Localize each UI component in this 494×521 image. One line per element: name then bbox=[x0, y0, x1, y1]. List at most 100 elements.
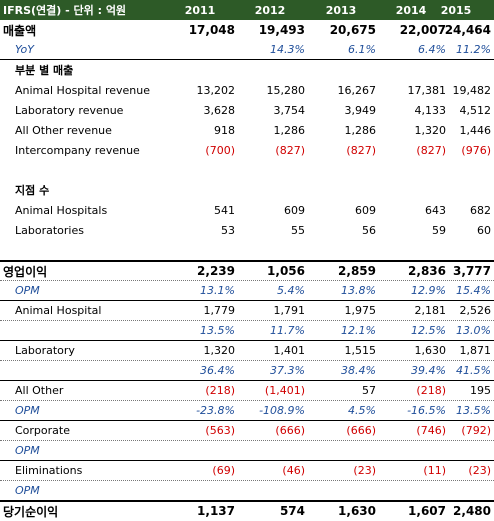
cell-value: 1,607 bbox=[408, 504, 446, 518]
cell-value: (792) bbox=[461, 424, 491, 437]
cell-value: (46) bbox=[282, 464, 305, 477]
cell-value: 19,482 bbox=[452, 83, 492, 97]
cell-value: 16,267 bbox=[337, 83, 377, 97]
net-income-row: 당기순이익 1,137 574 1,630 1,607 2,480 bbox=[0, 500, 494, 520]
section-heading: 부분 별 매출 bbox=[15, 64, 74, 77]
cell-value: 57 bbox=[362, 384, 376, 397]
table-row: Eliminations (69) (46) (23) (11) (23) bbox=[0, 460, 494, 480]
yoy-value: 6.1% bbox=[348, 43, 376, 56]
table-row: Corporate (563) (666) (666) (746) (792) bbox=[0, 420, 494, 440]
cell-value: (827) bbox=[416, 143, 446, 157]
cell-value: 15,280 bbox=[266, 83, 306, 97]
cell-value: (827) bbox=[346, 143, 376, 157]
cell-value: 1,975 bbox=[344, 304, 377, 317]
cell-value: 41.5% bbox=[456, 364, 491, 377]
year-header: 2011 bbox=[184, 3, 216, 17]
cell-value: 1,871 bbox=[459, 344, 492, 357]
cell-value: 2,836 bbox=[408, 264, 446, 278]
row-label: Intercompany revenue bbox=[15, 143, 140, 157]
spacer bbox=[0, 160, 494, 180]
opm-row: OPM -23.8% -108.9% 4.5% -16.5% 13.5% bbox=[0, 400, 494, 420]
table-row: All Other revenue 918 1,286 1,286 1,320 … bbox=[0, 120, 494, 140]
table-row: Animal Hospital revenue 13,202 15,280 16… bbox=[0, 80, 494, 100]
opm-label: OPM bbox=[15, 284, 40, 297]
table-row: Intercompany revenue (700) (827) (827) (… bbox=[0, 140, 494, 160]
revenue-value: 17,048 bbox=[188, 23, 235, 37]
opm-row: 36.4% 37.3% 38.4% 39.4% 41.5% bbox=[0, 360, 494, 380]
cell-value: 3,949 bbox=[344, 103, 377, 117]
cell-value: (218) bbox=[205, 384, 235, 397]
spacer bbox=[0, 240, 494, 260]
branches-heading: 지점 수 bbox=[0, 180, 494, 200]
cell-value: 36.4% bbox=[200, 364, 235, 377]
row-label: Laboratory revenue bbox=[15, 103, 124, 117]
cell-value: 1,779 bbox=[203, 304, 236, 317]
yoy-label: YoY bbox=[15, 43, 34, 56]
cell-value: 13.5% bbox=[200, 324, 235, 337]
revenue-value: 20,675 bbox=[329, 23, 376, 37]
year-header: 2015 bbox=[440, 3, 472, 17]
revenue-value: 19,493 bbox=[258, 23, 305, 37]
table-row: Laboratory 1,320 1,401 1,515 1,630 1,871 bbox=[0, 340, 494, 360]
table-row: Laboratories 53 55 56 59 60 bbox=[0, 220, 494, 240]
cell-value: 2,480 bbox=[453, 504, 491, 518]
opm-row: OPM bbox=[0, 440, 494, 460]
row-label: Corporate bbox=[15, 424, 70, 437]
cell-value: 574 bbox=[279, 504, 305, 518]
row-label: Laboratory bbox=[15, 344, 75, 357]
cell-value: 39.4% bbox=[411, 364, 446, 377]
cell-value: 1,320 bbox=[414, 123, 447, 137]
cell-value: 1,137 bbox=[197, 504, 235, 518]
yoy-value: 14.3% bbox=[270, 43, 305, 56]
cell-value: 1,515 bbox=[344, 344, 377, 357]
cell-value: 541 bbox=[214, 203, 235, 217]
cell-value: 1,401 bbox=[273, 344, 306, 357]
table-row: Animal Hospital 1,779 1,791 1,975 2,181 … bbox=[0, 300, 494, 320]
cell-value: (23) bbox=[468, 464, 491, 477]
revenue-label: 매출액 bbox=[3, 23, 37, 38]
table-row: Animal Hospitals 541 609 609 643 682 bbox=[0, 200, 494, 220]
yoy-value: 11.2% bbox=[456, 43, 491, 56]
row-label: All Other revenue bbox=[15, 123, 112, 137]
cell-value: 1,056 bbox=[267, 264, 305, 278]
cell-value: 13.0% bbox=[456, 324, 491, 337]
cell-value: 1,791 bbox=[273, 304, 306, 317]
cell-value: 643 bbox=[425, 203, 446, 217]
row-label: Laboratories bbox=[15, 223, 84, 237]
cell-value: 2,859 bbox=[338, 264, 376, 278]
operating-income-label: 영업이익 bbox=[3, 264, 48, 279]
cell-value: 1,630 bbox=[338, 504, 376, 518]
cell-value: 15.4% bbox=[456, 284, 491, 297]
cell-value: 918 bbox=[214, 123, 235, 137]
cell-value: (746) bbox=[416, 424, 446, 437]
cell-value: 1,286 bbox=[273, 123, 306, 137]
table-header: IFRS(연결) - 단위 : 억원 2011 2012 2013 2014 2… bbox=[0, 0, 494, 20]
cell-value: 13.5% bbox=[456, 404, 491, 417]
opm-label: OPM bbox=[15, 444, 40, 457]
table-row: All Other (218) (1,401) 57 (218) 195 bbox=[0, 380, 494, 400]
cell-value: 11.7% bbox=[270, 324, 305, 337]
row-label: All Other bbox=[15, 384, 64, 397]
cell-value: (827) bbox=[275, 143, 305, 157]
cell-value: 56 bbox=[362, 223, 376, 237]
opm-label: OPM bbox=[15, 404, 40, 417]
cell-value: 13,202 bbox=[196, 83, 236, 97]
net-income-label: 당기순이익 bbox=[3, 504, 59, 519]
cell-value: 2,181 bbox=[414, 304, 447, 317]
cell-value: (23) bbox=[353, 464, 376, 477]
cell-value: 3,628 bbox=[203, 103, 236, 117]
segment-revenue-heading: 부분 별 매출 bbox=[0, 60, 494, 80]
cell-value: 4,512 bbox=[459, 103, 492, 117]
opm-label: OPM bbox=[15, 484, 40, 497]
cell-value: (976) bbox=[461, 143, 491, 157]
revenue-row: 매출액 17,048 19,493 20,675 22,007 24,464 bbox=[0, 20, 494, 40]
row-label: Animal Hospital revenue bbox=[15, 83, 150, 97]
year-header: 2012 bbox=[254, 3, 286, 17]
header-title: IFRS(연결) - 단위 : 억원 bbox=[3, 4, 127, 17]
operating-income-row: 영업이익 2,239 1,056 2,859 2,836 3,777 bbox=[0, 260, 494, 280]
cell-value: 4,133 bbox=[414, 103, 447, 117]
row-label: Eliminations bbox=[15, 464, 83, 477]
cell-value: 38.4% bbox=[341, 364, 376, 377]
cell-value: 53 bbox=[221, 223, 235, 237]
